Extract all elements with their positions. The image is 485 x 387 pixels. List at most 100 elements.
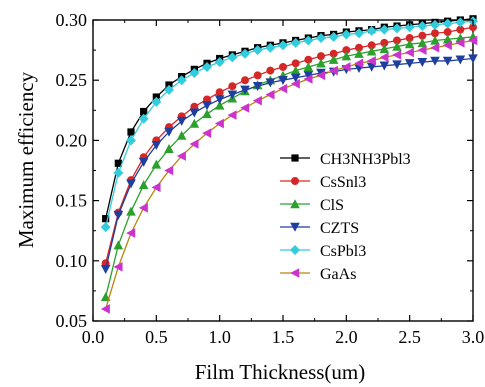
- data-point-gaas: [354, 58, 364, 69]
- data-point-cssnl3: [342, 46, 351, 55]
- data-point-cspbl3: [252, 45, 263, 56]
- data-point-cspbl3: [354, 28, 364, 39]
- legend-item-cls: ClS: [280, 197, 344, 214]
- series-czts: [100, 54, 478, 275]
- legend-item-cssnl3: CsSnl3: [280, 174, 366, 191]
- data-point-cls: [138, 180, 149, 190]
- data-point-cspbl3: [366, 25, 377, 36]
- x-tick-label: 2.5: [398, 327, 421, 347]
- x-axis-label: Film Thickness(um): [195, 360, 366, 384]
- data-point-cssnl3: [405, 34, 414, 43]
- data-point-ch3nh3pbl3: [102, 215, 110, 223]
- legend-marker: [290, 199, 300, 209]
- legend-marker: [290, 222, 300, 232]
- data-point-czts: [176, 116, 187, 126]
- series-gaas: [100, 35, 478, 314]
- legend-label: CZTS: [320, 220, 359, 237]
- data-point-gaas: [455, 38, 465, 48]
- data-point-cspbl3: [126, 135, 136, 146]
- data-point-gaas: [151, 182, 161, 193]
- data-point-cls: [189, 118, 200, 128]
- data-point-gaas: [404, 47, 414, 58]
- data-point-cssnl3: [355, 43, 363, 52]
- series-line-ch3nh3pbl3: [105, 18, 474, 219]
- data-point-cssnl3: [304, 55, 313, 64]
- data-point-cls: [354, 48, 364, 58]
- data-point-cls: [176, 130, 187, 140]
- data-point-czts: [164, 127, 174, 137]
- y-tick-label: 0.25: [56, 70, 88, 90]
- data-point-cls: [151, 159, 162, 169]
- series-cspbl3: [100, 16, 478, 233]
- data-point-cspbl3: [328, 31, 339, 42]
- data-point-czts: [138, 157, 149, 167]
- data-point-cls: [316, 58, 326, 68]
- data-point-cls: [392, 41, 402, 51]
- data-point-cssnl3: [443, 28, 452, 37]
- data-point-gaas: [417, 45, 427, 55]
- data-point-cspbl3: [290, 37, 301, 48]
- data-point-gaas: [176, 151, 186, 161]
- data-point-cssnl3: [241, 76, 249, 85]
- data-point-cls: [164, 144, 174, 154]
- data-point-cspbl3: [455, 17, 466, 28]
- data-point-cls: [113, 240, 124, 250]
- data-point-cspbl3: [341, 29, 352, 40]
- data-point-cspbl3: [442, 18, 453, 29]
- data-point-cspbl3: [404, 22, 415, 33]
- series-line-gaas: [105, 39, 474, 310]
- legend-marker: [291, 177, 299, 185]
- data-point-czts: [126, 179, 136, 189]
- axes-layer: 0.0 0.5 1.0 1.5 2.0 2.5 3.0 0.05 0.10 0.15 0.20 0.2…: [56, 10, 485, 347]
- data-point-cls: [214, 100, 225, 110]
- data-point-cspbl3: [214, 57, 225, 68]
- data-point-czts: [366, 62, 377, 72]
- data-point-cssnl3: [469, 23, 477, 32]
- data-point-cspbl3: [113, 167, 124, 178]
- data-point-cssnl3: [456, 25, 465, 34]
- data-point-czts: [227, 90, 238, 100]
- data-point-cspbl3: [202, 61, 212, 72]
- data-point-gaas: [265, 89, 275, 100]
- series-layer: [100, 15, 478, 314]
- data-point-czts: [214, 95, 225, 105]
- data-point-cssnl3: [431, 29, 439, 38]
- data-point-gaas: [252, 95, 262, 106]
- data-point-cls: [126, 206, 136, 216]
- data-point-cspbl3: [151, 96, 162, 107]
- legend-label: CsPbl3: [320, 243, 366, 260]
- series-line-cls: [105, 36, 474, 298]
- data-point-cssnl3: [393, 36, 401, 45]
- data-point-cssnl3: [418, 31, 427, 40]
- y-tick-label: 0.20: [56, 130, 88, 150]
- data-point-gaas: [189, 139, 199, 149]
- data-point-czts: [417, 57, 428, 67]
- data-point-cspbl3: [379, 24, 390, 35]
- data-point-cspbl3: [100, 222, 111, 233]
- data-point-gaas: [214, 118, 224, 129]
- y-tick-label: 0.15: [56, 191, 88, 211]
- x-tick-label: 2.0: [335, 327, 358, 347]
- data-point-czts: [455, 55, 466, 65]
- data-point-gaas: [227, 110, 237, 120]
- legend-label: CsSnl3: [320, 174, 366, 191]
- data-point-cspbl3: [265, 42, 276, 53]
- legend-marker: [290, 245, 300, 255]
- data-point-cssnl3: [380, 38, 389, 47]
- data-point-cspbl3: [392, 23, 402, 34]
- data-point-cls: [202, 109, 212, 119]
- data-point-cls: [404, 39, 415, 49]
- legend-item-ch3nh3pbl3: CH3NH3Pbl3: [280, 151, 411, 168]
- data-point-czts: [100, 265, 111, 275]
- data-point-gaas: [442, 40, 452, 51]
- data-point-cspbl3: [164, 84, 174, 95]
- data-point-gaas: [468, 35, 478, 46]
- legend: CH3NH3Pbl3 CsSnl3 ClS CZTS CsPbl3 GaAs: [280, 151, 411, 283]
- data-point-cspbl3: [227, 52, 238, 63]
- legend-item-cspbl3: CsPbl3: [280, 243, 366, 260]
- data-point-czts: [442, 56, 453, 66]
- legend-marker: [290, 268, 300, 278]
- data-point-cspbl3: [417, 21, 428, 32]
- y-tick-label: 0.10: [56, 251, 88, 271]
